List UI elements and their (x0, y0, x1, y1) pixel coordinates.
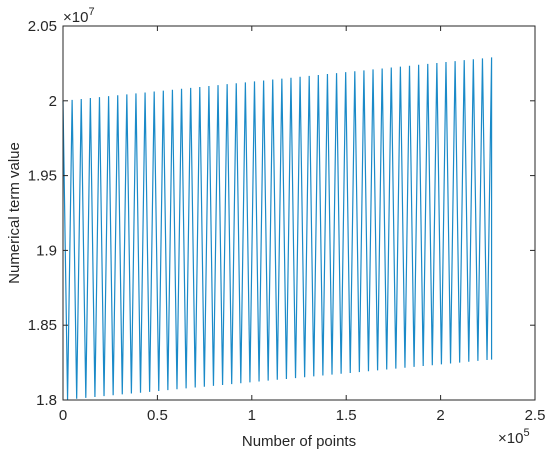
x-multiplier-base: ×10 (498, 430, 523, 447)
y-multiplier-exp: 7 (88, 6, 94, 18)
series-line-0 (62, 57, 493, 400)
x-multiplier-exp: 5 (523, 427, 529, 439)
x-tick-label: 0 (59, 407, 67, 424)
y-axis-label: Numerical term value (6, 142, 23, 284)
y-tick-label: 1.9 (36, 242, 57, 259)
axes-box (62, 25, 536, 401)
y-tick-label: 1.85 (28, 317, 57, 334)
y-tick-label: 2 (49, 93, 57, 110)
x-tick-label: 2 (436, 407, 444, 424)
x-tick-label: 0.5 (147, 407, 168, 424)
y-multiplier-label: ×107 (63, 6, 95, 26)
x-tick-label: 1.5 (336, 407, 357, 424)
y-multiplier-base: ×10 (63, 9, 88, 26)
x-tick-label: 2.5 (525, 407, 546, 424)
axes-layer: 0 0.5 1 1.5 2 2.5 1.8 1.85 1.9 1.95 2 2.05 (28, 18, 546, 424)
x-tick-label: 1 (248, 407, 256, 424)
x-axis-label: Number of points (242, 433, 356, 450)
y-tick-label: 2.05 (28, 18, 57, 35)
y-tick-label: 1.95 (28, 168, 57, 185)
x-multiplier-label: ×105 (498, 427, 530, 447)
data-layer (62, 57, 493, 400)
y-tick-label: 1.8 (36, 392, 57, 409)
